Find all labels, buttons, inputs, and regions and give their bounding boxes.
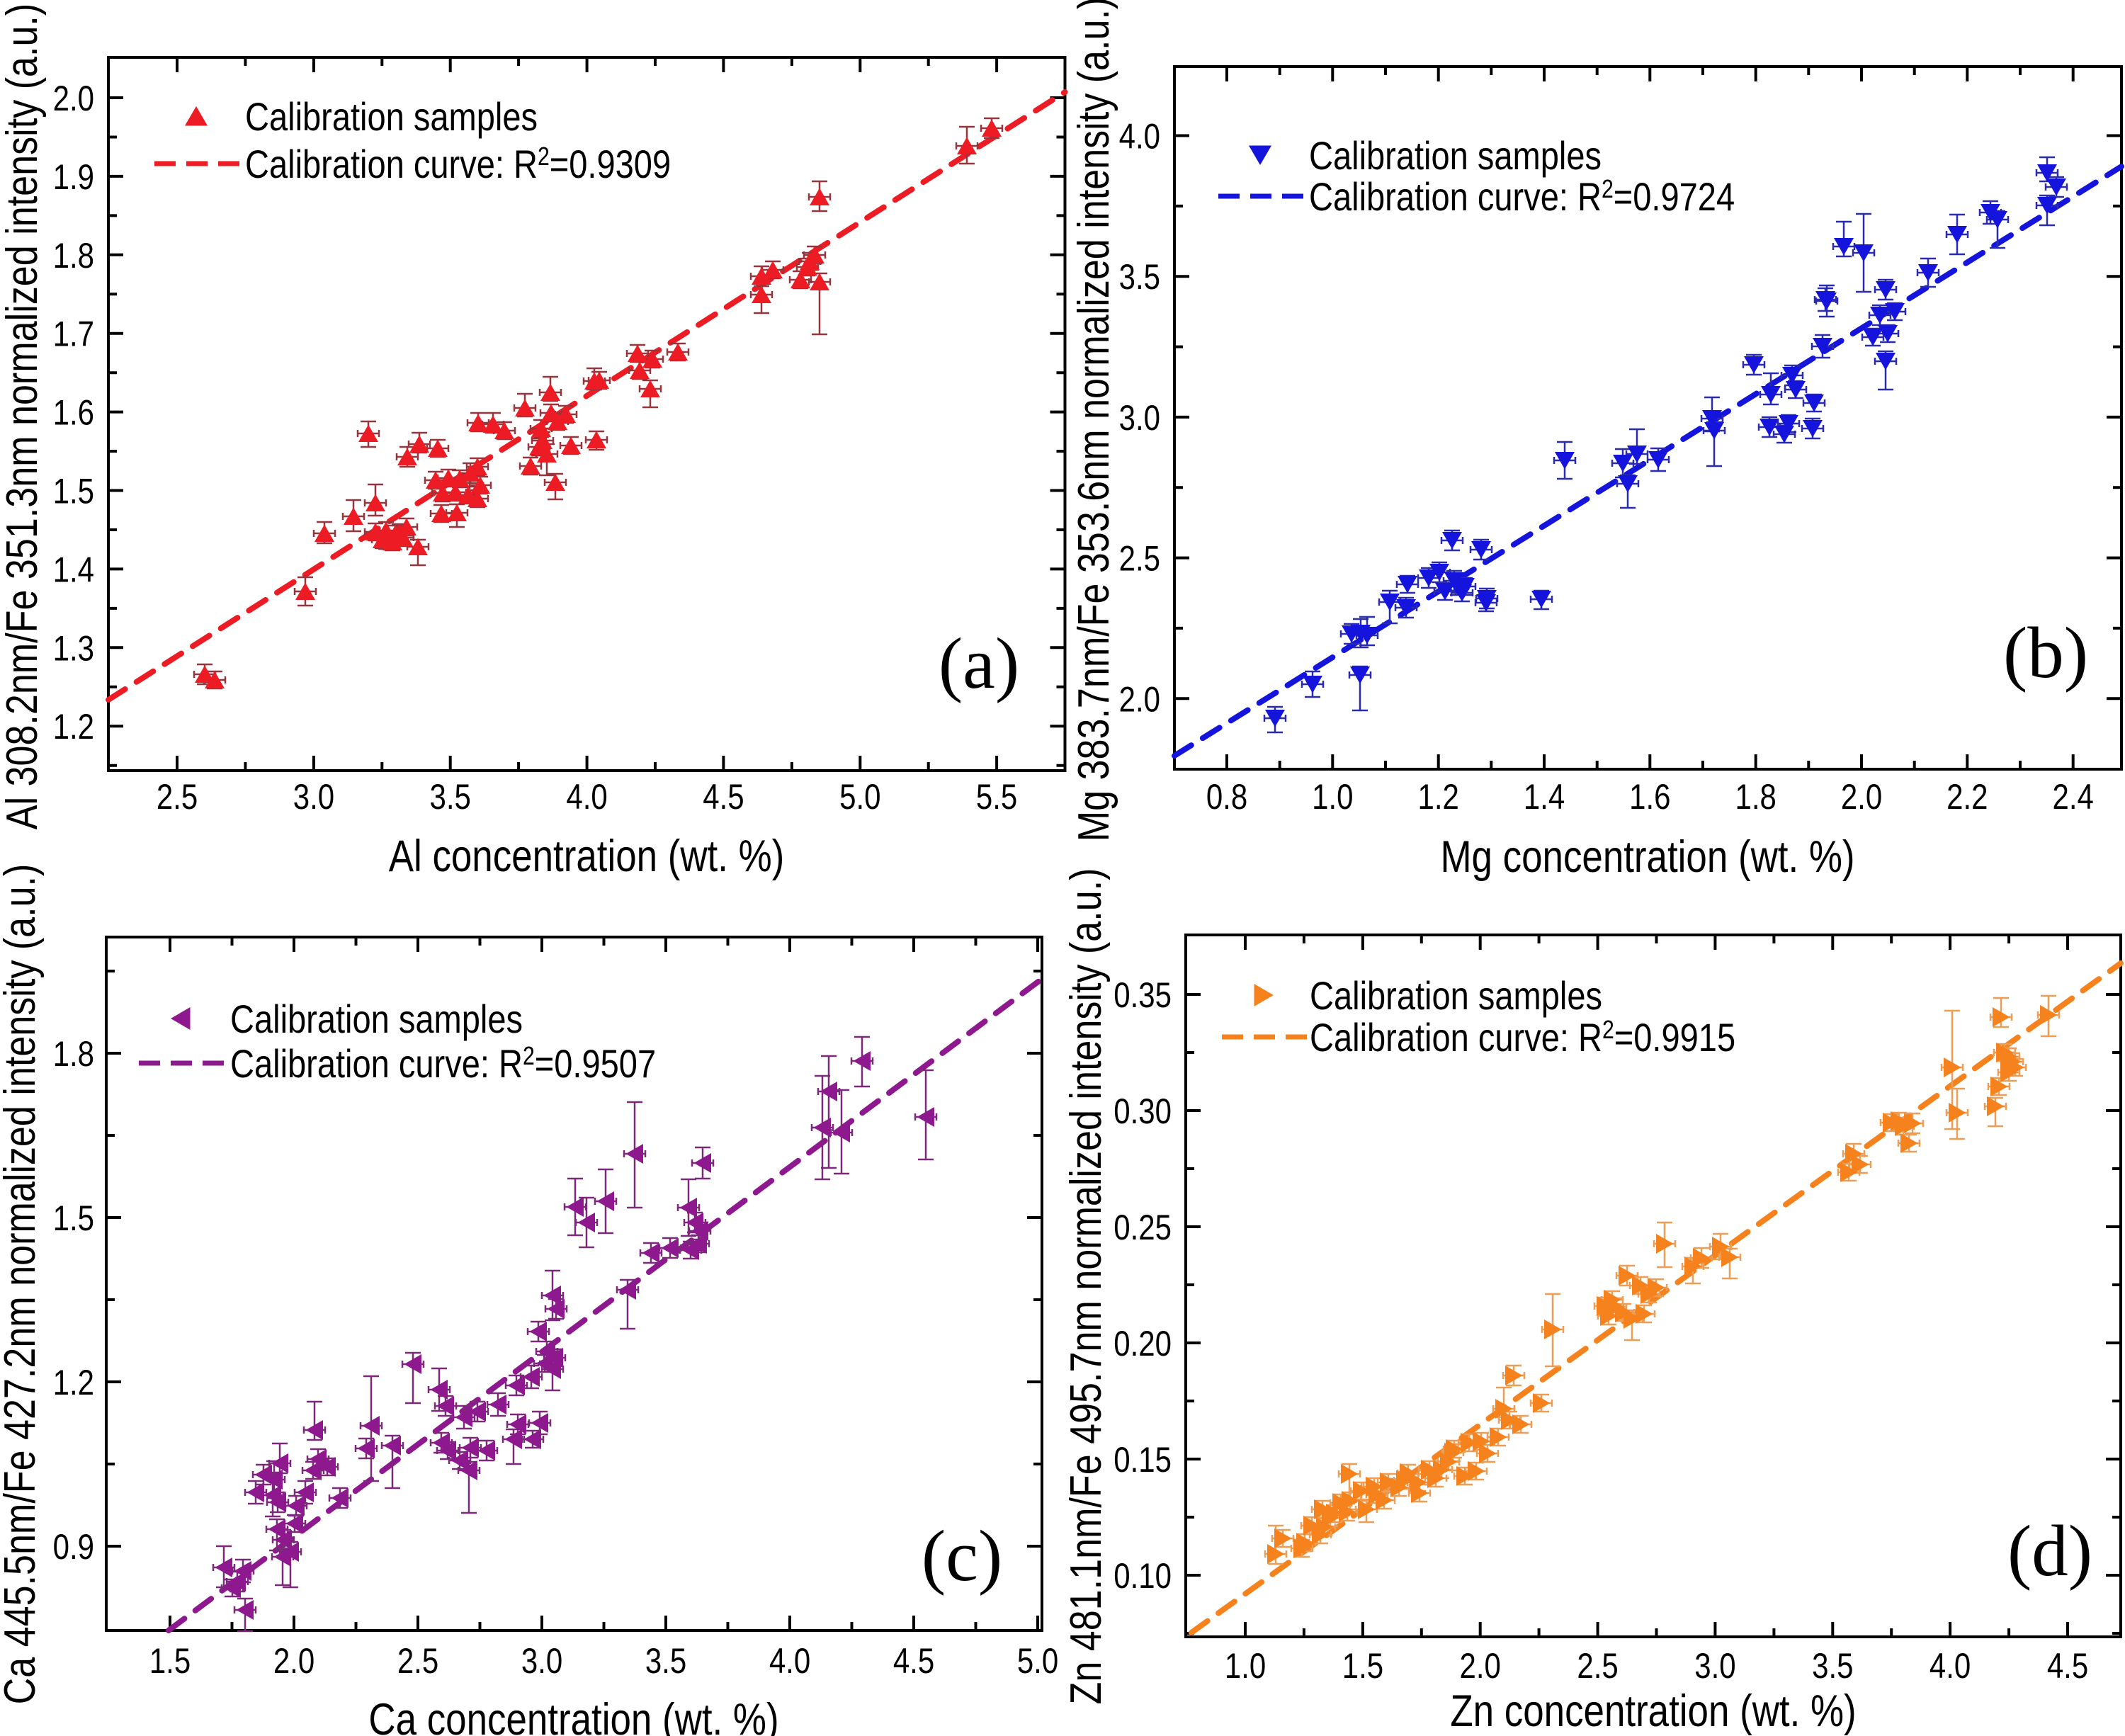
svg-text:1.0: 1.0 [1312, 777, 1353, 817]
svg-text:5.5: 5.5 [976, 777, 1017, 817]
svg-text:3.0: 3.0 [1119, 397, 1160, 437]
svg-text:Al 308.2nm/Fe 351.3nm normaliz: Al 308.2nm/Fe 351.3nm normalized intensi… [0, 4, 47, 829]
svg-text:Zn concentration (wt. %): Zn concentration (wt. %) [1450, 1686, 1856, 1736]
svg-text:3.0: 3.0 [1694, 1646, 1735, 1686]
svg-text:Calibration samples: Calibration samples [230, 997, 523, 1041]
svg-text:Calibration samples: Calibration samples [245, 94, 538, 139]
svg-text:1.8: 1.8 [1735, 777, 1776, 817]
svg-text:0.8: 0.8 [1206, 777, 1247, 817]
svg-text:1.8: 1.8 [53, 1034, 94, 1074]
svg-text:1.5: 1.5 [53, 1198, 94, 1238]
svg-text:(c): (c) [922, 1516, 1002, 1596]
svg-text:2.5: 2.5 [397, 1641, 438, 1681]
svg-text:1.5: 1.5 [1342, 1646, 1383, 1686]
svg-text:Calibration samples: Calibration samples [1310, 973, 1602, 1018]
svg-text:0.30: 0.30 [1114, 1091, 1172, 1131]
svg-text:Ca 445.5nm/Fe 427.2nm normaliz: Ca 445.5nm/Fe 427.2nm normalized intensi… [0, 864, 45, 1705]
svg-text:4.0: 4.0 [769, 1641, 810, 1681]
svg-text:4.5: 4.5 [893, 1641, 934, 1681]
svg-text:0.9: 0.9 [53, 1527, 94, 1567]
svg-text:0.20: 0.20 [1114, 1324, 1172, 1363]
svg-text:4.0: 4.0 [566, 777, 607, 817]
svg-text:Calibration curve: R2=0.9507: Calibration curve: R2=0.9507 [230, 1041, 656, 1086]
svg-text:4.5: 4.5 [2047, 1646, 2088, 1686]
svg-text:2.4: 2.4 [2053, 777, 2094, 817]
svg-text:1.7: 1.7 [53, 314, 94, 353]
svg-text:1.4: 1.4 [53, 550, 94, 589]
svg-text:Calibration curve: R2=0.9309: Calibration curve: R2=0.9309 [245, 142, 671, 186]
svg-text:3.5: 3.5 [645, 1641, 686, 1681]
svg-text:2.2: 2.2 [1946, 777, 1988, 817]
svg-text:0.10: 0.10 [1114, 1556, 1172, 1596]
svg-text:2.0: 2.0 [1119, 679, 1160, 719]
svg-text:1.0: 1.0 [1225, 1646, 1266, 1686]
svg-text:1.9: 1.9 [53, 157, 94, 196]
svg-text:1.2: 1.2 [53, 707, 94, 747]
svg-text:1.5: 1.5 [149, 1641, 191, 1681]
svg-text:0.15: 0.15 [1114, 1440, 1172, 1480]
svg-text:Mg 383.7nm/Fe 353.6nm normaliz: Mg 383.7nm/Fe 353.6nm normalized intensi… [1070, 0, 1118, 841]
svg-text:Calibration curve: R2=0.9915: Calibration curve: R2=0.9915 [1310, 1015, 1735, 1060]
svg-text:2.5: 2.5 [157, 777, 198, 817]
svg-text:1.4: 1.4 [1524, 777, 1565, 817]
svg-text:2.5: 2.5 [1577, 1646, 1618, 1686]
svg-text:1.2: 1.2 [1418, 777, 1459, 817]
svg-text:3.5: 3.5 [430, 777, 471, 817]
svg-text:1.6: 1.6 [1629, 777, 1670, 817]
svg-text:(a): (a) [939, 623, 1019, 704]
svg-text:Al concentration (wt. %): Al concentration (wt. %) [389, 832, 785, 881]
svg-text:2.0: 2.0 [273, 1641, 314, 1681]
svg-text:1.5: 1.5 [53, 471, 94, 511]
svg-text:3.0: 3.0 [521, 1641, 562, 1681]
svg-text:Ca concentration (wt. %): Ca concentration (wt. %) [368, 1695, 778, 1736]
svg-text:(d): (d) [2007, 1511, 2092, 1592]
svg-text:2.0: 2.0 [1841, 777, 1882, 817]
svg-text:4.0: 4.0 [1119, 116, 1160, 156]
svg-text:Mg concentration (wt. %): Mg concentration (wt. %) [1440, 832, 1854, 882]
svg-text:3.5: 3.5 [1119, 257, 1160, 297]
svg-text:2.5: 2.5 [1119, 538, 1160, 578]
svg-text:1.6: 1.6 [53, 392, 94, 432]
svg-text:0.35: 0.35 [1114, 975, 1172, 1015]
svg-text:1.3: 1.3 [53, 628, 94, 668]
svg-text:4.5: 4.5 [703, 777, 744, 817]
svg-text:3.0: 3.0 [293, 777, 334, 817]
svg-text:Calibration samples: Calibration samples [1309, 133, 1602, 178]
svg-text:2.0: 2.0 [1460, 1646, 1501, 1686]
svg-text:Calibration curve: R2=0.9724: Calibration curve: R2=0.9724 [1309, 174, 1735, 219]
svg-text:1.2: 1.2 [53, 1363, 94, 1402]
svg-text:2.0: 2.0 [53, 79, 94, 118]
svg-text:5.0: 5.0 [1017, 1641, 1058, 1681]
svg-text:0.25: 0.25 [1114, 1208, 1172, 1247]
svg-text:Zn 481.1nm/Fe 495.7nm normaliz: Zn 481.1nm/Fe 495.7nm normalized intensi… [1062, 868, 1111, 1705]
svg-text:3.5: 3.5 [1812, 1646, 1853, 1686]
svg-text:1.8: 1.8 [53, 235, 94, 275]
svg-text:4.0: 4.0 [1930, 1646, 1971, 1686]
svg-text:5.0: 5.0 [839, 777, 880, 817]
svg-text:(b): (b) [2003, 613, 2088, 693]
